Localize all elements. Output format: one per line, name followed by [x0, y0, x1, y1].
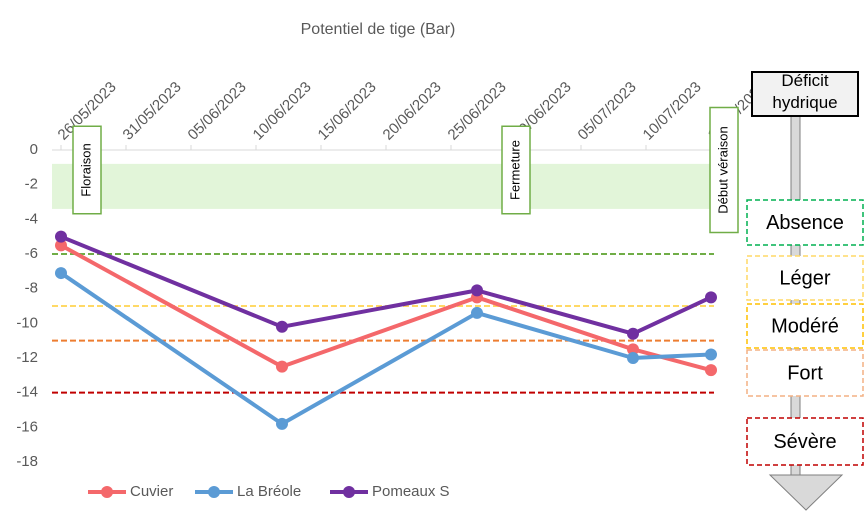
data-point: [627, 327, 639, 340]
legend-marker: [101, 486, 113, 498]
y-tick-label: -16: [16, 418, 38, 435]
data-point: [627, 343, 639, 356]
y-tick-label: -4: [25, 210, 38, 227]
data-point: [627, 352, 639, 364]
data-point: [276, 360, 288, 373]
legend-marker: [208, 486, 220, 498]
scale-level-box: [746, 255, 864, 301]
legend-label: Pomeaux S: [372, 483, 450, 500]
y-tick-label: -2: [25, 176, 38, 193]
y-tick-label: -10: [16, 314, 38, 331]
data-point: [55, 230, 67, 243]
y-tick-label: -14: [16, 384, 38, 401]
annotation-box: [72, 125, 102, 215]
scale-level-label: Modéré: [771, 315, 839, 337]
annotation-text: Floraison: [78, 143, 93, 196]
x-tick-label: 15/06/2023: [315, 79, 380, 144]
annotation-box: [709, 106, 739, 234]
shaded-band: [52, 163, 714, 209]
annotation-text: Fermeture: [507, 140, 522, 200]
x-tick-label: 10/07/2023: [640, 79, 705, 144]
y-tick-label: -6: [25, 245, 38, 262]
scale-level-box: [746, 349, 864, 397]
legend-marker: [343, 486, 355, 498]
annotation-text: Début véraison: [715, 126, 730, 213]
scale-level-box: [746, 199, 864, 246]
data-point: [471, 284, 483, 297]
legend-label: La Bréole: [237, 483, 301, 500]
x-tick-label: 10/06/2023: [250, 79, 315, 144]
scale-title-word: Déficit: [781, 71, 829, 90]
data-point: [705, 291, 717, 304]
x-tick-label: 20/06/2023: [380, 79, 445, 144]
data-point: [276, 417, 288, 430]
x-tick-label: 05/07/2023: [575, 79, 640, 144]
series-line: [60, 234, 712, 336]
y-tick-label: -8: [25, 280, 38, 297]
data-point: [276, 320, 288, 333]
legend-label: Cuvier: [130, 483, 173, 500]
data-point: [471, 306, 483, 319]
scale-title-word: hydrique: [772, 93, 837, 112]
y-tick-label: 0: [30, 141, 38, 158]
x-tick-label: 05/06/2023: [185, 79, 250, 144]
scale-level-label: Fort: [787, 362, 823, 384]
y-tick-label: -18: [16, 453, 38, 470]
scale-level-box: [746, 303, 864, 349]
scale-arrow: [768, 474, 844, 511]
scale-level-box: [746, 417, 864, 466]
data-point: [705, 348, 717, 361]
data-point: [55, 239, 67, 252]
annotation-box: [501, 125, 531, 215]
scale-level-label: Sévère: [773, 431, 836, 453]
y-tick-label: -12: [16, 349, 38, 366]
data-point: [705, 364, 717, 377]
scale-level-label: Absence: [766, 212, 844, 234]
scale-level-label: Léger: [779, 267, 830, 289]
chart-title: Potentiel de tige (Bar): [301, 21, 456, 38]
x-tick-label: 25/06/2023: [445, 79, 510, 144]
data-point: [55, 267, 67, 280]
x-tick-label: 31/05/2023: [120, 79, 185, 144]
series-line: [59, 271, 712, 426]
scale-title-box: [751, 71, 859, 117]
scale-title-lines: Déficit hydrique: [772, 71, 837, 112]
